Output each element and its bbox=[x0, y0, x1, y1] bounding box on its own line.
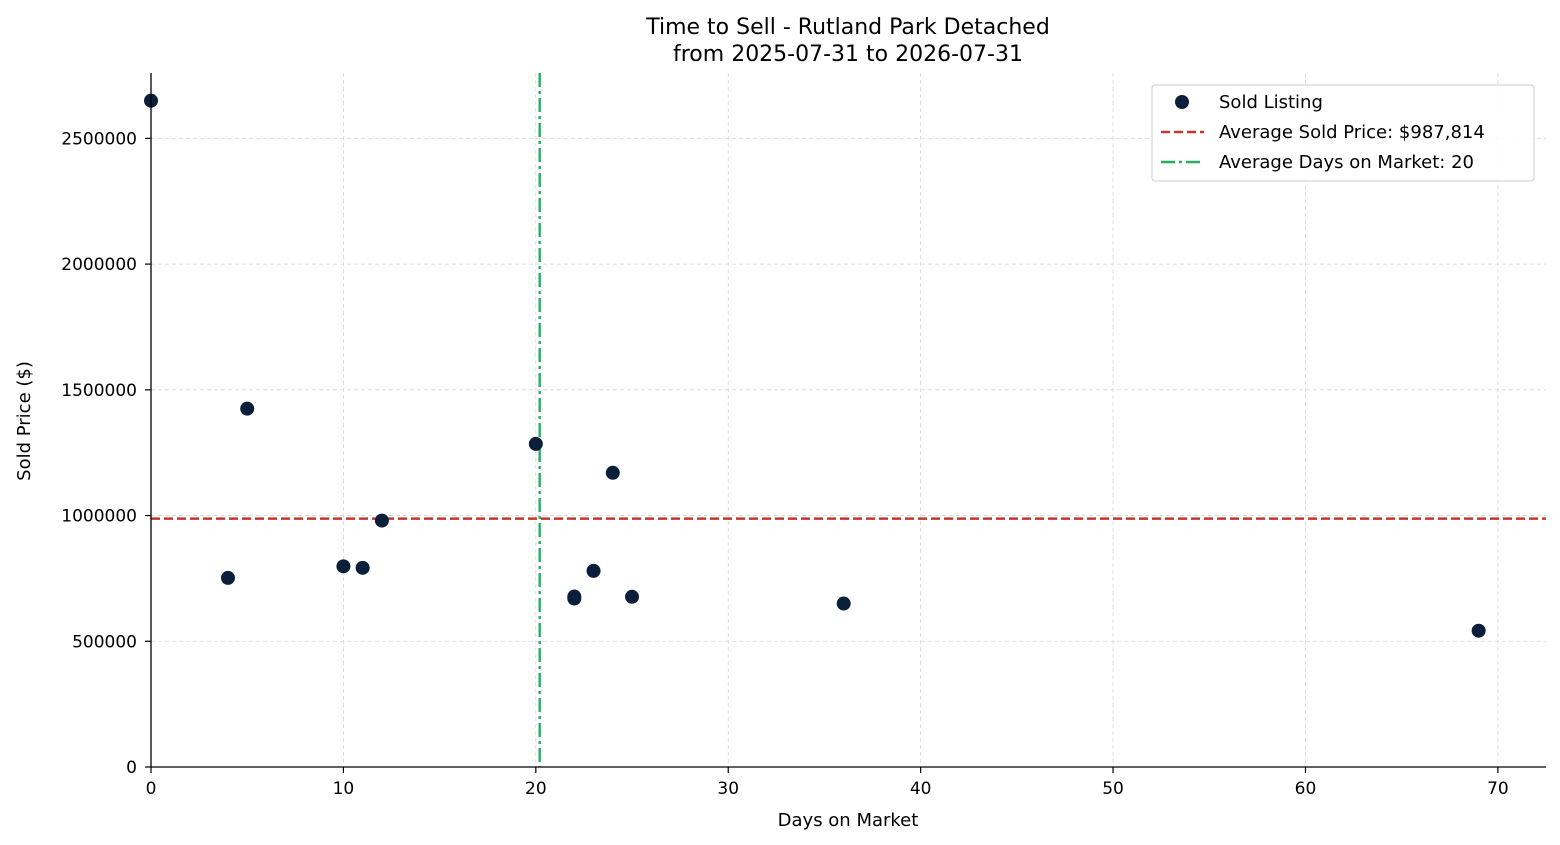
sold-listing-point bbox=[336, 559, 351, 574]
y-tick-label: 1500000 bbox=[61, 381, 137, 401]
tick-labels: 0 10 20 30 40 50 60 70 0 500000 1000000 1500000 2000… bbox=[61, 129, 1508, 799]
sold-listing-point bbox=[605, 465, 620, 480]
sold-listing-point bbox=[836, 596, 851, 611]
x-tick-label: 20 bbox=[525, 779, 547, 799]
x-tick-label: 30 bbox=[717, 779, 739, 799]
x-tick-label: 60 bbox=[1295, 779, 1317, 799]
y-axis-label: Sold Price ($) bbox=[14, 361, 35, 481]
axes bbox=[150, 73, 1546, 768]
y-tick-label: 2000000 bbox=[61, 255, 137, 275]
sold-listing-point bbox=[567, 589, 582, 604]
data-points bbox=[144, 93, 1486, 638]
legend-marker-point bbox=[1175, 95, 1189, 109]
y-tick-label: 500000 bbox=[72, 632, 137, 652]
sold-listing-point bbox=[240, 401, 255, 416]
x-tick-label: 40 bbox=[910, 779, 932, 799]
sold-listing-point bbox=[374, 513, 389, 528]
chart-title: Time to Sell - Rutland Park Detached bbox=[645, 15, 1050, 40]
x-axis-label: Days on Market bbox=[778, 810, 919, 831]
sold-listing-point bbox=[586, 563, 601, 578]
legend-label: Average Sold Price: $987,814 bbox=[1219, 122, 1485, 143]
x-tick-label: 10 bbox=[333, 779, 355, 799]
x-tick-label: 70 bbox=[1487, 779, 1509, 799]
y-tick-label: 0 bbox=[126, 758, 137, 778]
legend-label: Average Days on Market: 20 bbox=[1219, 152, 1474, 173]
legend-box bbox=[1151, 84, 1535, 182]
y-tick-label: 1000000 bbox=[61, 507, 137, 527]
sold-listing-point bbox=[625, 589, 640, 604]
sold-listing-point bbox=[528, 436, 543, 451]
legend: Sold Listing Average Sold Price: $987,814… bbox=[1151, 84, 1535, 182]
sold-listing-point bbox=[355, 560, 370, 575]
sold-listing-point bbox=[220, 570, 235, 585]
x-tick-label: 50 bbox=[1102, 779, 1124, 799]
sold-listing-point bbox=[1471, 623, 1486, 638]
chart-subtitle: from 2025-07-31 to 2026-07-31 bbox=[673, 42, 1023, 67]
x-tick-label: 0 bbox=[146, 779, 157, 799]
y-tick-label: 2500000 bbox=[61, 129, 137, 149]
reference-lines bbox=[151, 73, 1546, 767]
legend-label: Sold Listing bbox=[1219, 92, 1323, 113]
